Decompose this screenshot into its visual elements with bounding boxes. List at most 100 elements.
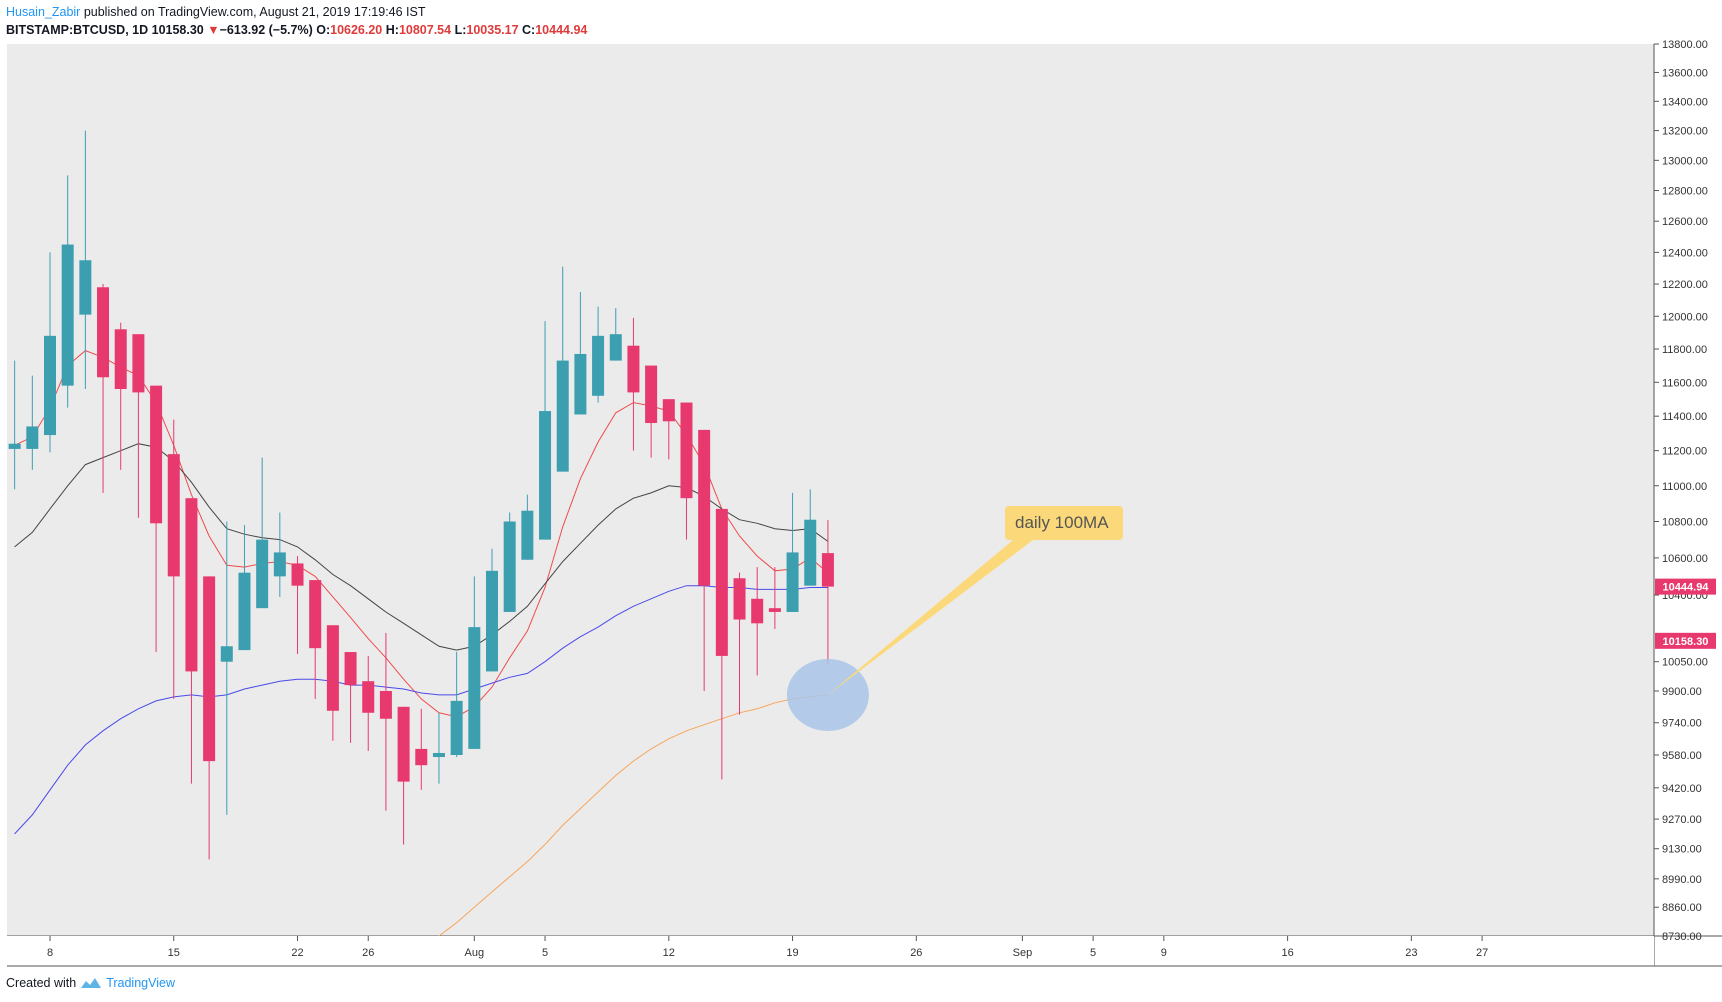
close-value: 10444.94 — [535, 23, 588, 37]
candle — [432, 712, 445, 784]
candle — [185, 498, 198, 784]
candle — [397, 706, 410, 845]
candle-body — [379, 691, 392, 719]
candles — [8, 130, 834, 860]
candle — [26, 375, 39, 470]
candle — [786, 492, 799, 612]
candle-body — [397, 706, 410, 782]
y-tick-label: 8860.00 — [1662, 902, 1702, 914]
close-label: C: — [522, 23, 536, 37]
candle — [592, 306, 605, 403]
candle — [574, 292, 587, 415]
candle — [326, 625, 339, 741]
y-tick-label: 10050.00 — [1662, 657, 1708, 669]
y-tick-label: 9740.00 — [1662, 718, 1702, 730]
tradingview-logo-icon — [81, 978, 102, 988]
y-axis-ticks[interactable]: 13800.00 13600.00 13400.00 13200.00 13000.00… — [1654, 39, 1708, 943]
candle — [362, 655, 375, 751]
candle-body — [645, 365, 658, 424]
price-labels: 10444.94 10158.30 — [1655, 578, 1716, 649]
y-tick-label: 11000.00 — [1662, 481, 1707, 493]
ohlc-line: BITSTAMP:BTCUSD, 1D 10158.30 ▼−613.92 (−… — [6, 21, 587, 39]
candle — [44, 252, 56, 453]
y-tick-label: 13000.00 — [1662, 155, 1708, 167]
candle-body — [574, 353, 587, 415]
candle-body — [114, 329, 127, 390]
y-tick-label: 13600.00 — [1662, 67, 1708, 79]
x-tick-label: Aug — [465, 947, 485, 959]
candle — [645, 365, 658, 458]
candle — [468, 576, 481, 749]
candle-body — [238, 572, 251, 651]
y-tick-label: 11400.00 — [1662, 411, 1707, 423]
candle-body — [432, 752, 445, 758]
x-tick-label: 8 — [47, 947, 53, 959]
candle — [309, 580, 322, 699]
candle — [415, 708, 428, 790]
candle-body — [150, 385, 163, 524]
candle — [521, 494, 534, 560]
tradingview-link[interactable]: TradingView — [106, 976, 175, 990]
candle — [256, 457, 269, 609]
ma-line — [438, 694, 828, 937]
annotation[interactable]: daily 100MA — [786, 506, 1123, 731]
y-tick-label: 8990.00 — [1662, 874, 1702, 886]
x-tick-label: 27 — [1476, 947, 1488, 959]
candle-body — [768, 608, 781, 612]
candle-body — [132, 334, 145, 393]
y-tick-label: 8730.00 — [1662, 931, 1702, 943]
candle-body — [61, 244, 74, 386]
high-label: H: — [385, 23, 399, 37]
candle — [203, 576, 216, 860]
x-tick-label: 12 — [663, 947, 675, 959]
candle-body — [556, 360, 569, 472]
y-tick-label: 13800.00 — [1662, 39, 1708, 51]
candle-body — [203, 576, 216, 762]
high-value: 10807.54 — [398, 23, 452, 37]
x-axis-ticks[interactable]: 8 15 22 26 Aug 5 12 19 26 Sep 5 9 16 23 27 — [47, 936, 1488, 959]
plot-area[interactable] — [7, 44, 1654, 936]
candle-body — [486, 570, 498, 672]
publish-line: Husain_Zabir published on TradingView.co… — [6, 3, 587, 21]
candle-body — [8, 443, 21, 449]
candle — [768, 567, 781, 630]
y-tick-label: 9270.00 — [1662, 814, 1702, 826]
callout-box — [1005, 506, 1123, 540]
y-tick-label: 9580.00 — [1662, 750, 1702, 762]
candle-body — [450, 700, 463, 756]
author-link[interactable]: Husain_Zabir — [6, 5, 81, 19]
candle-body — [680, 402, 693, 499]
candle-body — [698, 429, 711, 586]
y-tick-label: 12000.00 — [1662, 311, 1708, 323]
candle-body — [592, 335, 605, 396]
callout-text: daily 100MA — [1015, 513, 1109, 532]
candle — [450, 652, 463, 758]
candle-body — [609, 334, 622, 361]
candle — [97, 284, 110, 493]
candle-body — [326, 625, 339, 711]
candle — [79, 130, 92, 390]
candle-body — [751, 598, 764, 624]
y-tick-label: 11800.00 — [1662, 344, 1707, 356]
y-tick-label: 10800.00 — [1662, 517, 1708, 529]
candle — [238, 525, 251, 651]
candle-body — [273, 552, 286, 577]
candle-body — [804, 519, 817, 586]
x-tick-label: 26 — [362, 947, 374, 959]
candle — [486, 548, 498, 672]
candle-body — [344, 652, 357, 686]
candle-body — [715, 508, 728, 656]
price-tag — [1655, 632, 1716, 649]
low-value: 10035.17 — [466, 23, 519, 37]
candle — [751, 567, 764, 676]
x-tick-label: Sep — [1013, 947, 1033, 959]
x-axis-band[interactable] — [7, 936, 1654, 966]
candle-body — [521, 510, 534, 560]
x-tick-label: 16 — [1281, 947, 1293, 959]
candle — [627, 317, 640, 451]
candle — [715, 508, 728, 780]
candle-body — [291, 563, 304, 586]
candle-body — [309, 580, 322, 649]
candle — [821, 520, 834, 665]
